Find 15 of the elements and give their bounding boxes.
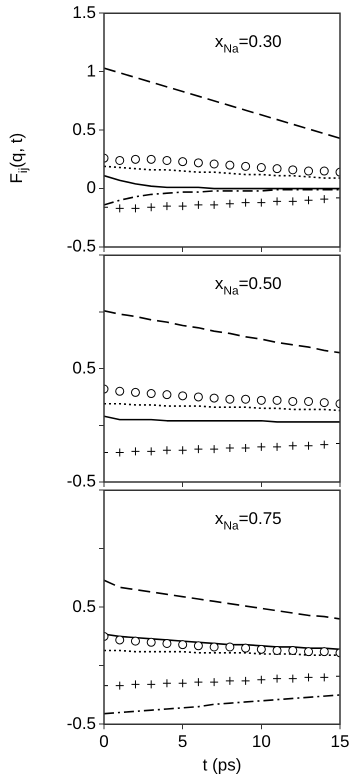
y-tick-label: -0.5: [66, 472, 96, 491]
y-tick-label: -0.5: [66, 714, 96, 733]
x-axis-title: t (ps): [202, 755, 242, 774]
y-axis-title: Fij(q, t): [7, 132, 30, 184]
x-tick-label: 10: [252, 732, 271, 752]
y-tick-label: -0.5: [66, 236, 96, 256]
y-tick-label: 1.5: [72, 2, 96, 22]
y-tick-label: 0.5: [72, 358, 96, 378]
y-tick-label: 0: [86, 178, 96, 198]
x-tick-label: 0: [99, 732, 109, 752]
y-tick-label: 1: [86, 61, 96, 80]
y-tick-label: 0.5: [72, 596, 96, 616]
x-tick-label: 15: [330, 732, 350, 752]
y-tick-label: 0.5: [72, 120, 96, 139]
x-tick-label: 5: [178, 732, 188, 752]
